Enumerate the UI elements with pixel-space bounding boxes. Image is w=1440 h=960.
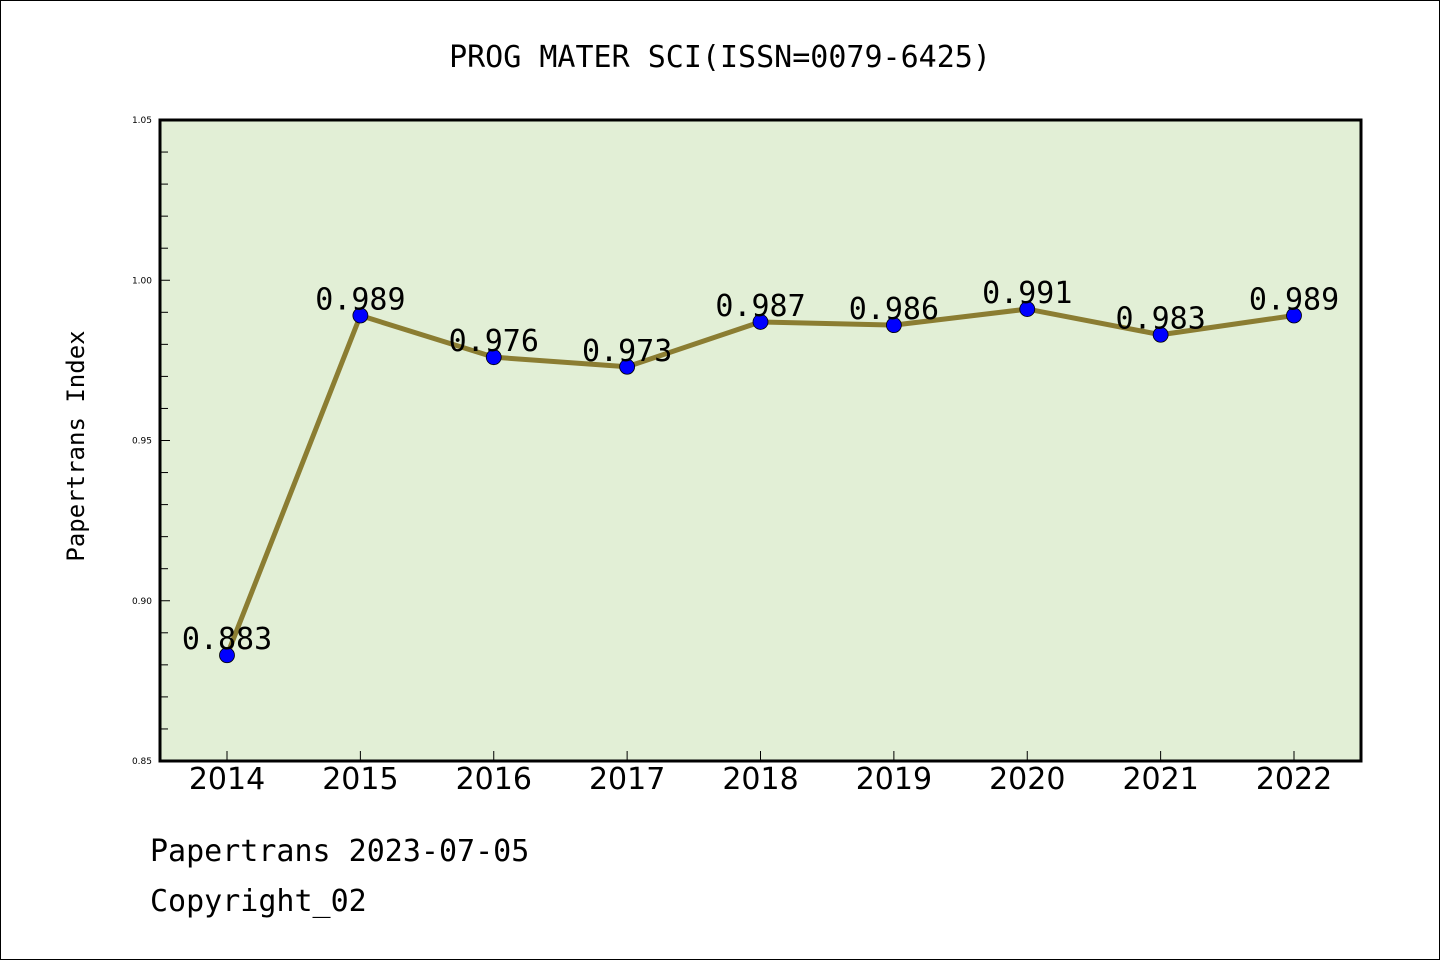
data-label: 0.989 — [315, 283, 405, 318]
y-axis-ticks: 0.85 0.90 0.95 1.00 1.05 — [132, 116, 170, 767]
y-tick-label: 0.95 — [132, 437, 152, 447]
data-label: 0.976 — [449, 324, 539, 359]
data-label: 0.986 — [849, 292, 939, 327]
x-tick-label: 2021 — [1122, 762, 1198, 797]
data-point — [619, 358, 636, 375]
x-tick-label: 2017 — [589, 762, 665, 797]
x-tick-label: 2016 — [456, 762, 532, 797]
x-tick-label: 2020 — [989, 762, 1065, 797]
footer-copyright: Copyright_02 — [150, 884, 367, 919]
y-tick-label: 1.00 — [132, 276, 152, 286]
data-point — [885, 317, 902, 334]
data-label: 0.987 — [715, 289, 805, 324]
x-tick-label: 2015 — [322, 762, 398, 797]
x-tick-label: 2014 — [189, 762, 265, 797]
data-point — [352, 307, 369, 324]
data-point — [485, 349, 502, 366]
x-tick-label: 2019 — [856, 762, 932, 797]
data-point — [219, 647, 235, 664]
y-tick-label: 0.85 — [132, 757, 152, 767]
data-label: 0.991 — [982, 276, 1072, 311]
chart-title: PROG MATER SCI(ISSN=0079-6425) — [449, 40, 991, 75]
y-tick-label: 1.05 — [132, 116, 152, 126]
x-axis-ticks: 2014 2015 2016 2017 2018 2019 2020 2021 2022 — [189, 751, 1332, 797]
y-axis-label: Papertrans Index — [62, 330, 90, 561]
data-point — [752, 314, 769, 330]
data-point — [1019, 301, 1036, 317]
data-point — [1286, 307, 1302, 324]
data-points — [219, 301, 1302, 664]
footer-date: Papertrans 2023-07-05 — [150, 834, 530, 869]
x-tick-label: 2018 — [722, 762, 798, 797]
data-point — [1152, 326, 1169, 343]
data-label: 0.973 — [582, 334, 672, 369]
data-label: 0.883 — [182, 622, 272, 657]
x-tick-label: 2022 — [1256, 762, 1332, 797]
data-labels: 0.883 0.989 0.976 0.973 0.987 0.986 0.991 0.983… — [182, 276, 1339, 657]
data-label: 0.983 — [1115, 302, 1205, 337]
data-label: 0.989 — [1249, 283, 1339, 318]
y-tick-label: 0.90 — [132, 597, 152, 607]
plot-area — [158, 118, 1363, 763]
